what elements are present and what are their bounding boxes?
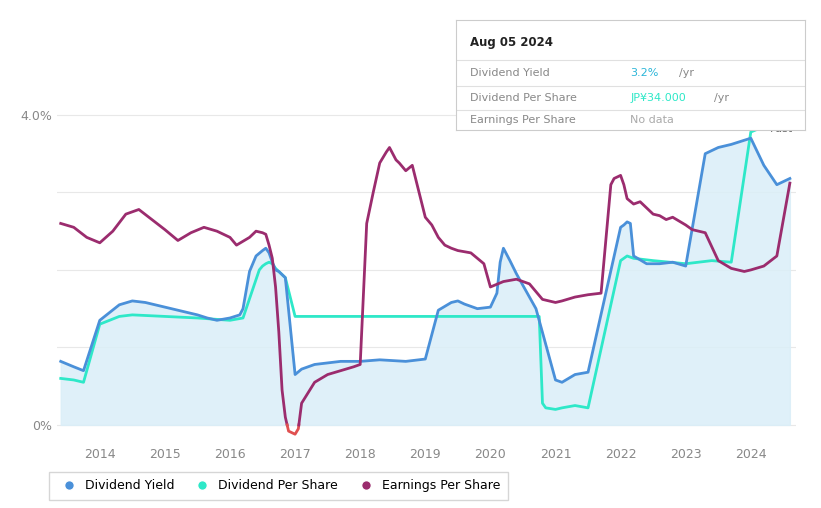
Legend: Dividend Yield, Dividend Per Share, Earnings Per Share: Dividend Yield, Dividend Per Share, Earn…	[49, 472, 508, 500]
Text: /yr: /yr	[679, 68, 694, 78]
Text: /yr: /yr	[713, 93, 729, 103]
Text: JP¥34.000: JP¥34.000	[631, 93, 686, 103]
Text: Aug 05 2024: Aug 05 2024	[470, 36, 553, 49]
Text: Dividend Yield: Dividend Yield	[470, 68, 549, 78]
Text: Earnings Per Share: Earnings Per Share	[470, 115, 576, 124]
Text: 3.2%: 3.2%	[631, 68, 658, 78]
Text: Dividend Per Share: Dividend Per Share	[470, 93, 576, 103]
Text: No data: No data	[631, 115, 674, 124]
Text: Past: Past	[770, 124, 794, 134]
